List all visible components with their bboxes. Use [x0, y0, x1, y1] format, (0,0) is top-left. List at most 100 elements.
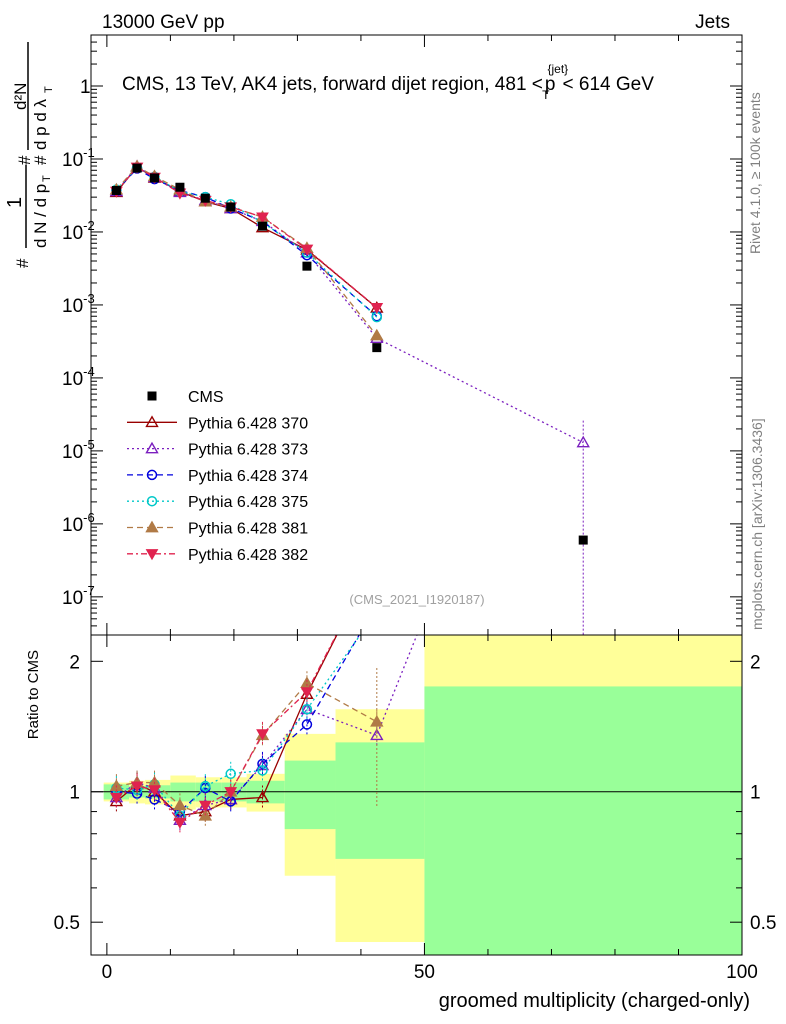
- y-label-hash-3: #: [31, 155, 50, 165]
- series-layer: [109, 159, 590, 835]
- header-left: 13000 GeV pp: [102, 12, 225, 33]
- header-right: Jets: [695, 12, 730, 33]
- y-tick-label-main: 10-3: [62, 291, 95, 317]
- legend-label: Pythia 6.428 373: [188, 442, 308, 459]
- y-tick-label-main: 10-7: [62, 583, 95, 609]
- analysis-tag: (CMS_2021_I1920187): [349, 592, 484, 607]
- series-point-ratio: [255, 790, 270, 803]
- legend-label: Pythia 6.428 381: [188, 521, 308, 538]
- series-point-main: [300, 244, 314, 256]
- y-label-dN-dpT: d N / d p: [31, 184, 50, 248]
- y-tick-label-main: 10-6: [62, 510, 95, 536]
- legend-label: Pythia 6.428 382: [188, 547, 308, 564]
- series-line-main: [115, 165, 584, 444]
- legend-marker: [147, 391, 157, 401]
- x-tick-label: 50: [414, 962, 435, 983]
- series-point-ratio: [301, 704, 313, 715]
- chart-title-prefix: CMS, 13 TeV, AK4 jets, forward dijet reg…: [122, 74, 543, 95]
- y-tick-label-ratio-right: 0.5: [750, 913, 776, 934]
- mcplots-label: mcplots.cern.ch [arXiv:1306.3436]: [749, 418, 765, 630]
- legend-label: Pythia 6.428 375: [188, 494, 308, 511]
- series-point-ratio: [371, 550, 382, 560]
- y-tick-exp: -7: [83, 583, 95, 598]
- data-point-cms: [257, 221, 267, 231]
- legend-marker: [146, 469, 158, 481]
- series-point-ratio: [110, 792, 123, 804]
- y-tick-base: 1: [80, 77, 91, 98]
- y-label-hash-2: #: [15, 155, 34, 165]
- y-tick-label-ratio: 2: [69, 652, 80, 673]
- main-frame: [90, 34, 743, 636]
- y-tick-exp: -3: [83, 291, 95, 306]
- y-tick-label-main: 10-5: [62, 437, 95, 463]
- chart-title-suffix: < 614 GeV: [563, 74, 655, 95]
- data-point-cms: [200, 193, 210, 203]
- band-stat: [335, 742, 425, 859]
- y-tick-exp: -6: [83, 510, 95, 525]
- series-line-main: [115, 165, 378, 337]
- series-point-ratio: [578, 213, 589, 223]
- series-point-ratio: [300, 687, 314, 699]
- y-tick-label-main: 1: [80, 77, 91, 98]
- series-point-main: [256, 212, 269, 224]
- y-tick-label-ratio: 0.5: [54, 913, 80, 934]
- data-point-cms: [111, 185, 121, 195]
- series-point-ratio: [148, 785, 161, 797]
- y-label-one: 1: [4, 197, 26, 208]
- legend-label: Pythia 6.428 374: [188, 468, 308, 485]
- legend: CMS Pythia 6.428 370 Pythia 6.428 373 Pythi…: [127, 389, 308, 564]
- legend-label: CMS: [188, 389, 224, 406]
- y-tick-label-main: 10-2: [62, 218, 95, 244]
- y-tick-label-ratio: 1: [69, 783, 80, 804]
- series-line-main: [115, 167, 378, 317]
- main-panel-series: [109, 159, 590, 635]
- band-stat: [284, 760, 336, 830]
- data-point-cms: [578, 535, 588, 545]
- series-point-ratio: [372, 607, 381, 616]
- y-tick-base: 10: [62, 296, 83, 317]
- y-tick-base: 10: [62, 150, 83, 171]
- y-tick-base: 10: [62, 442, 83, 463]
- y-tick-exp: -4: [83, 364, 95, 379]
- series-point-ratio: [173, 798, 187, 811]
- band-stat: [424, 686, 742, 955]
- series-point-ratio: [257, 765, 268, 776]
- x-tick-label: 0: [102, 962, 113, 983]
- y-tick-base: 10: [62, 588, 83, 609]
- x-tick-label: 100: [726, 962, 758, 983]
- data-point-cms: [132, 163, 142, 173]
- series-line-ratio: [116, 635, 418, 821]
- series-point-main: [576, 435, 590, 448]
- data-point-cms: [302, 261, 312, 271]
- data-point-cms: [226, 202, 236, 212]
- y-tick-base: 10: [62, 223, 83, 244]
- y-tick-label-ratio-right: 2: [750, 652, 761, 673]
- series-point-main: [370, 328, 384, 341]
- series-point-ratio: [225, 768, 236, 780]
- y-tick-exp: -5: [83, 437, 95, 452]
- rivet-label: Rivet 4.1.0, ≥ 100k events: [747, 92, 763, 254]
- legend-marker: [145, 441, 159, 454]
- chart-title-p: p: [545, 74, 556, 95]
- ratio-frame: [90, 634, 743, 956]
- series-point-ratio: [224, 787, 238, 799]
- data-point-cms: [372, 343, 382, 353]
- y-label-hash-1: #: [13, 258, 32, 268]
- series-point-ratio: [198, 800, 212, 812]
- y-tick-label-ratio-right: 1: [750, 783, 761, 804]
- chart-title: CMS, 13 TeV, AK4 jets, forward dijet reg…: [122, 62, 654, 102]
- series-point-ratio: [256, 729, 269, 741]
- data-point-cms: [175, 182, 185, 192]
- chart-title-sub: T: [542, 88, 550, 102]
- y-tick-label-main: 10-1: [62, 145, 95, 171]
- ratio-y-label: Ratio to CMS: [25, 650, 42, 739]
- ratio-panel-series: [109, 213, 589, 835]
- uncertainty-bands: [103, 635, 742, 955]
- legend-marker: [145, 415, 159, 428]
- y-label-dpT-dlambda: d p d λ: [31, 98, 50, 150]
- series-point-ratio: [130, 781, 144, 793]
- y-tick-label-main: 10-4: [62, 364, 95, 390]
- legend-label: Pythia 6.428 370: [188, 415, 308, 432]
- legend-marker: [146, 495, 158, 507]
